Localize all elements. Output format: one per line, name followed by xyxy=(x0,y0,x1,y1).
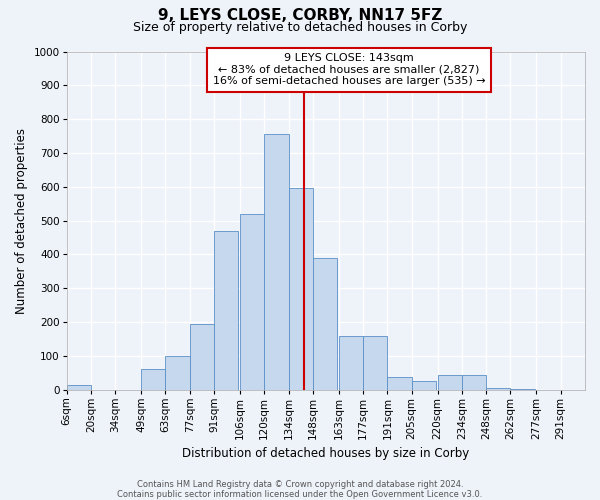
Text: Contains HM Land Registry data © Crown copyright and database right 2024.
Contai: Contains HM Land Registry data © Crown c… xyxy=(118,480,482,499)
Bar xyxy=(412,381,436,390)
Bar xyxy=(388,377,412,390)
Bar xyxy=(486,388,511,390)
Text: Size of property relative to detached houses in Corby: Size of property relative to detached ho… xyxy=(133,21,467,34)
Bar xyxy=(190,324,214,390)
Bar xyxy=(511,389,535,390)
Bar xyxy=(437,376,462,390)
Y-axis label: Number of detached properties: Number of detached properties xyxy=(15,128,28,314)
Bar xyxy=(339,336,363,390)
Bar xyxy=(313,258,337,390)
Bar xyxy=(289,188,313,390)
Bar xyxy=(214,230,238,390)
Bar xyxy=(67,385,91,390)
Bar xyxy=(264,134,289,390)
Text: 9 LEYS CLOSE: 143sqm
← 83% of detached houses are smaller (2,827)
16% of semi-de: 9 LEYS CLOSE: 143sqm ← 83% of detached h… xyxy=(213,53,485,86)
Bar xyxy=(363,336,388,390)
Bar xyxy=(240,214,264,390)
X-axis label: Distribution of detached houses by size in Corby: Distribution of detached houses by size … xyxy=(182,447,469,460)
Text: 9, LEYS CLOSE, CORBY, NN17 5FZ: 9, LEYS CLOSE, CORBY, NN17 5FZ xyxy=(158,8,442,22)
Bar xyxy=(141,368,166,390)
Bar xyxy=(166,356,190,390)
Bar xyxy=(462,376,486,390)
